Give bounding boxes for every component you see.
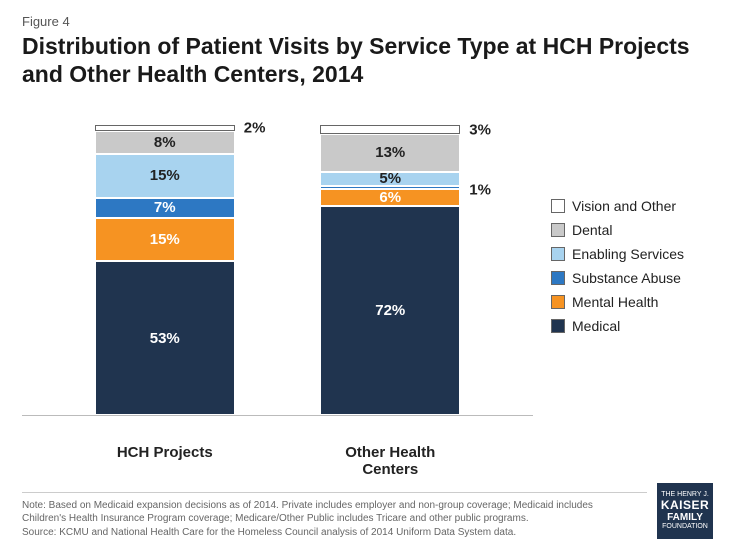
bar-column: 2%8%15%7%15%53%: [95, 125, 235, 415]
legend-label: Mental Health: [572, 294, 658, 310]
notes: Note: Based on Medicaid expansion decisi…: [22, 492, 647, 540]
bar-segment-enabling: 5%: [320, 172, 460, 187]
legend-swatch: [551, 319, 565, 333]
legend-label: Enabling Services: [572, 246, 684, 262]
bar-segment-mental: 15%: [95, 218, 235, 262]
kff-logo: THE HENRY J. KAISER FAMILY FOUNDATION: [657, 483, 713, 539]
segment-pct-label: 8%: [154, 134, 176, 151]
legend-swatch: [551, 223, 565, 237]
logo-text: FOUNDATION: [662, 523, 708, 531]
bar-stack: 2%8%15%7%15%53%: [95, 125, 235, 415]
segment-pct-label: 53%: [150, 330, 180, 347]
legend: Vision and Other Dental Enabling Services S…: [533, 116, 713, 416]
x-axis: HCH Projects Other Health Centers: [22, 436, 533, 478]
figure-container: Figure 4 Distribution of Patient Visits …: [0, 0, 735, 551]
bar-column: 3%13%5%1%6%72%: [320, 125, 460, 415]
legend-label: Substance Abuse: [572, 270, 681, 286]
source-line: Source: KCMU and National Health Care fo…: [22, 526, 647, 540]
legend-item-dental: Dental: [551, 222, 713, 238]
logo-text: KAISER: [661, 499, 709, 512]
segment-pct-label: 72%: [375, 302, 405, 319]
chart-title: Distribution of Patient Visits by Servic…: [22, 33, 713, 88]
bar-segment-dental: 13%: [320, 134, 460, 172]
segment-pct-label: 7%: [154, 199, 176, 216]
legend-item-enabling: Enabling Services: [551, 246, 713, 262]
legend-swatch: [551, 199, 565, 213]
legend-swatch: [551, 295, 565, 309]
bar-segment-medical: 53%: [95, 261, 235, 415]
bar-segment-substance: 7%: [95, 198, 235, 218]
figure-label: Figure 4: [22, 14, 713, 29]
segment-pct-label: 15%: [150, 167, 180, 184]
segment-callout-label: 1%: [469, 181, 491, 198]
legend-label: Medical: [572, 318, 620, 334]
bar-segment-medical: 72%: [320, 206, 460, 415]
x-axis-label: HCH Projects: [95, 444, 235, 478]
segment-pct-label: 6%: [379, 189, 401, 206]
legend-item-mental: Mental Health: [551, 294, 713, 310]
legend-item-substance: Substance Abuse: [551, 270, 713, 286]
x-axis-label: Other Health Centers: [320, 444, 460, 478]
bar-segment-vision_other: 3%: [320, 125, 460, 134]
note-line: Children's Health Insurance Program cove…: [22, 512, 647, 526]
legend-swatch: [551, 247, 565, 261]
bar-stack: 3%13%5%1%6%72%: [320, 125, 460, 415]
chart-area: 2% 8% 15% 7% 15% 53% 3% 13% 5% 1% 6% 72% Vision and…: [22, 116, 713, 436]
footer: Note: Based on Medicaid expansion decisi…: [22, 483, 713, 539]
bar-segment-mental: 6%: [320, 189, 460, 206]
logo-text: FAMILY: [667, 512, 703, 523]
bar-segment-enabling: 15%: [95, 154, 235, 198]
bar-segment-dental: 8%: [95, 131, 235, 154]
segment-pct-label: 13%: [375, 144, 405, 161]
bars-wrap: 2% 8% 15% 7% 15% 53% 3% 13% 5% 1% 6% 72%: [22, 116, 533, 416]
segment-callout-label: 2%: [244, 120, 266, 137]
legend-swatch: [551, 271, 565, 285]
legend-item-medical: Medical: [551, 318, 713, 334]
legend-label: Dental: [572, 222, 612, 238]
note-line: Note: Based on Medicaid expansion decisi…: [22, 499, 647, 513]
segment-pct-label: 5%: [379, 170, 401, 187]
segment-callout-label: 3%: [469, 121, 491, 138]
legend-item-vision_other: Vision and Other: [551, 198, 713, 214]
legend-label: Vision and Other: [572, 198, 676, 214]
segment-pct-label: 15%: [150, 231, 180, 248]
